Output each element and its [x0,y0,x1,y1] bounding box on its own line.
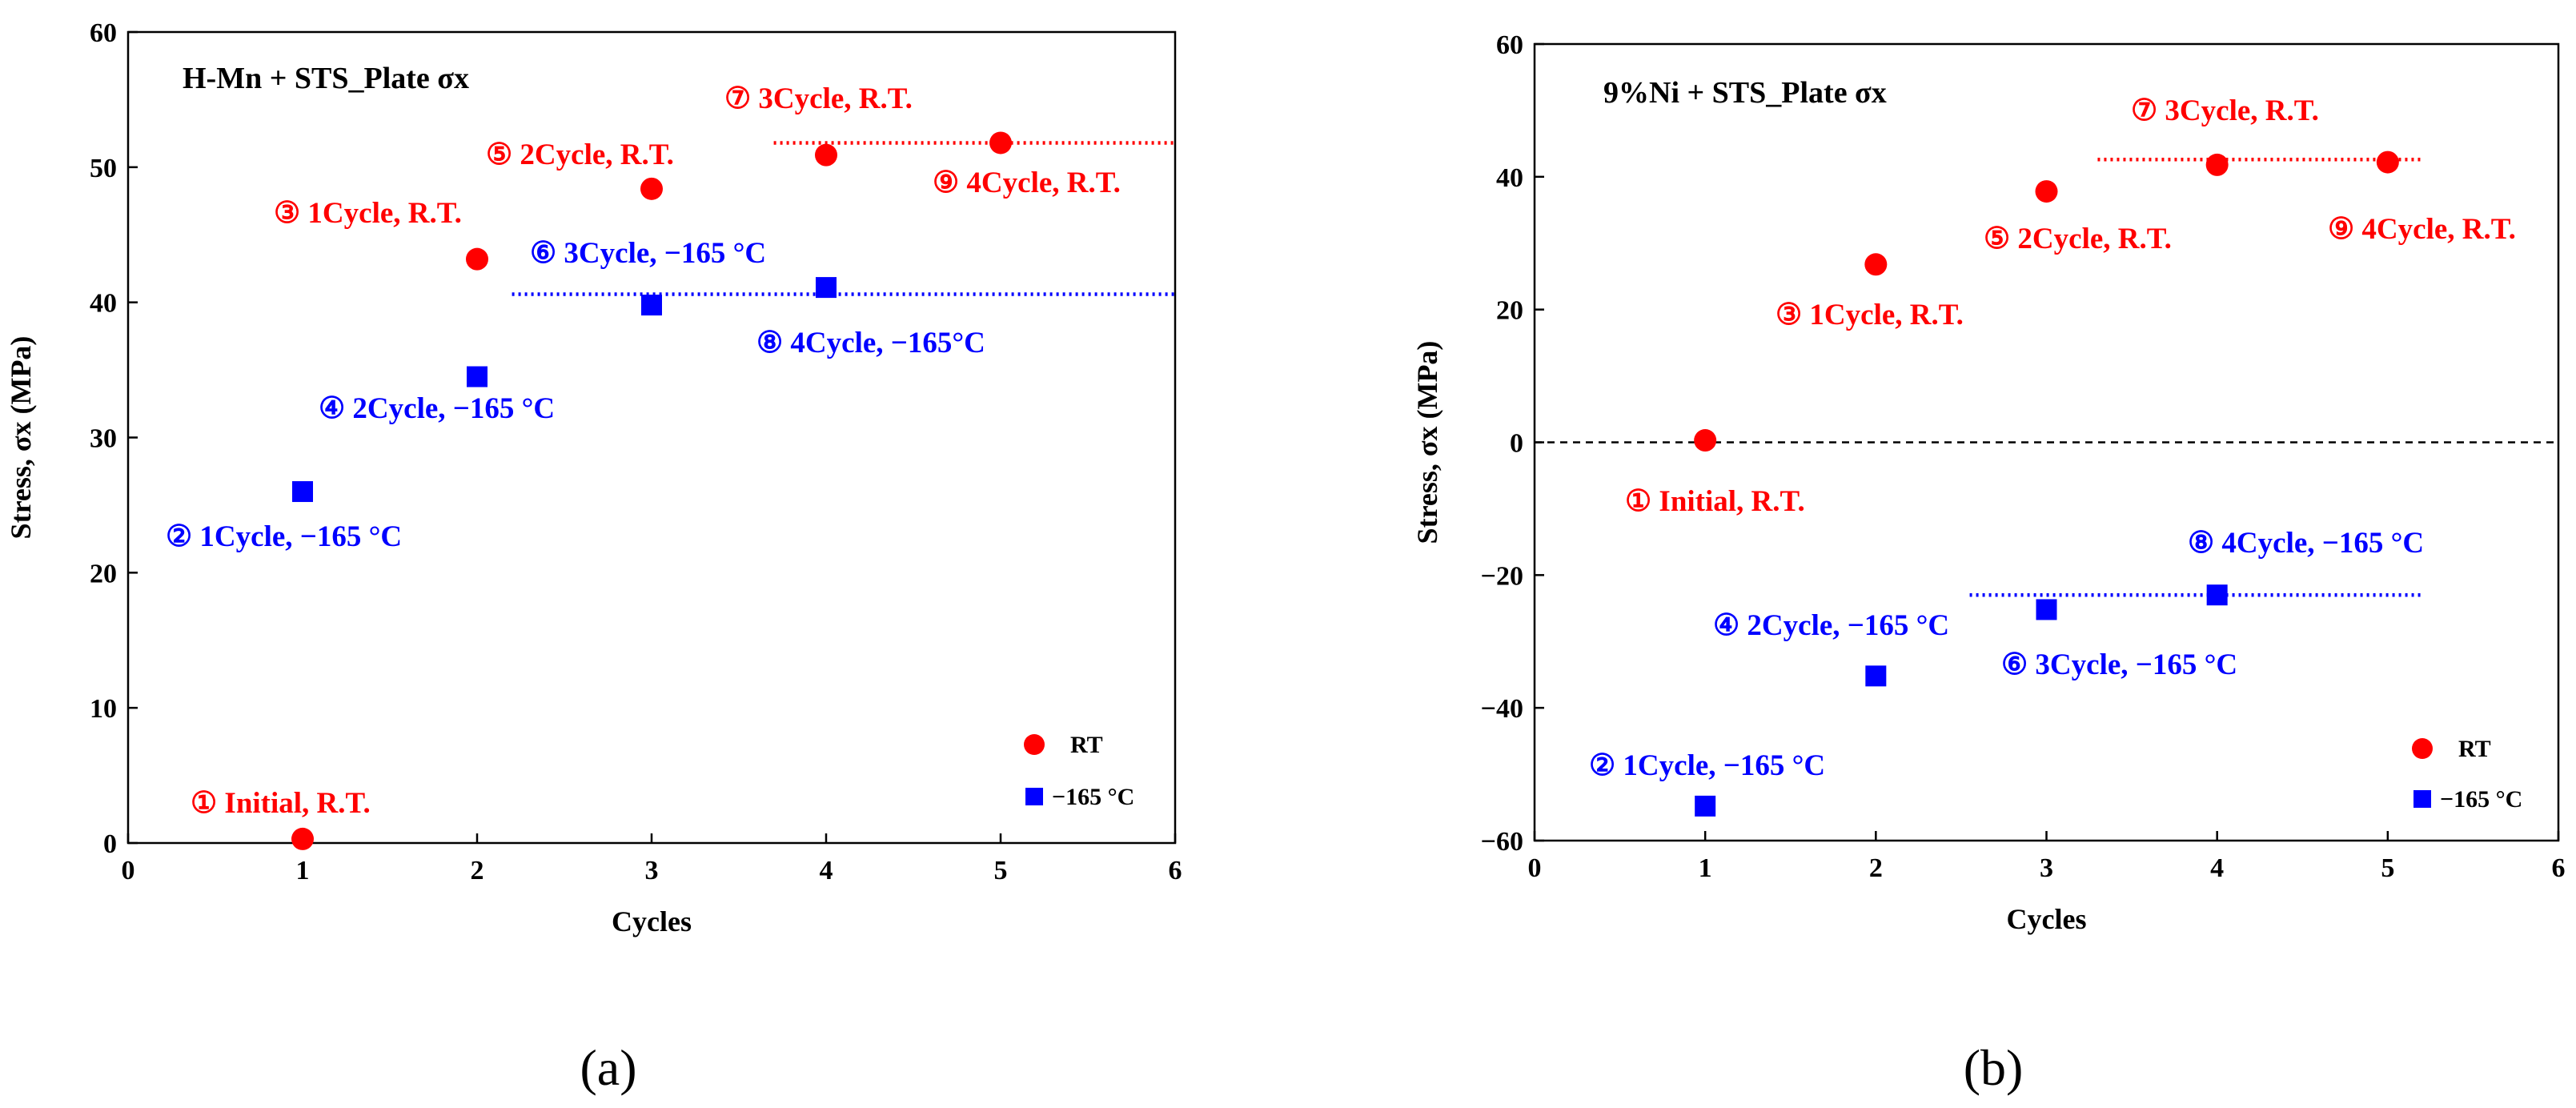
y-tick-label: 20 [90,559,117,588]
rt-annotation: ① Initial, R.T. [191,787,371,820]
rt-annotation: ③ 1Cycle, R.T. [274,197,462,230]
cryo-annotation: ④ 2Cycle, −165 °C [1713,609,1949,642]
x-tick-label: 3 [2040,853,2053,883]
cryo-annotation: ④ 2Cycle, −165 °C [319,392,555,425]
legend-cryo-label: −165 °C [1052,784,1134,810]
x-tick-label: 4 [2210,853,2224,883]
cryo-point [467,366,488,387]
rt-annotation: ⑦ 3Cycle, R.T. [2131,94,2319,127]
y-tick-label: 30 [90,424,117,454]
x-tick-label: 3 [645,856,659,885]
y-tick-label: 60 [1496,30,1523,60]
y-tick-label: 50 [90,154,117,183]
y-tick-label: 0 [1510,429,1523,459]
legend-cryo-marker [1025,788,1043,805]
cryo-annotation: ⑧ 4Cycle, −165 °C [2188,527,2424,560]
y-tick-label: 60 [90,18,117,48]
y-tick-label: −20 [1481,561,1523,591]
rt-point [640,177,663,200]
legend-cryo-label: −165 °C [2440,786,2522,813]
y-tick-label: 20 [1496,296,1523,326]
cryo-annotation: ② 1Cycle, −165 °C [166,520,402,553]
y-tick-label: 0 [103,829,117,859]
rt-annotation: ⑨ 4Cycle, R.T. [933,167,1121,199]
plot-frame [1533,42,2560,842]
x-tick-label: 1 [1699,853,1712,883]
cryo-point [816,277,837,299]
legend-rt-marker [1024,734,1045,755]
x-tick-label: 5 [994,856,1008,885]
rt-point [291,827,314,850]
rt-point [1864,253,1888,276]
cryo-point [2036,599,2057,620]
cryo-annotation: ② 1Cycle, −165 °C [1589,749,1825,782]
cryo-annotation: ⑥ 3Cycle, −165 °C [2001,648,2237,681]
rt-point [2205,153,2229,176]
chart-title: 9%Ni + STS_Plate σx [1603,76,1887,110]
rt-annotation: ① Initial, R.T. [1625,485,1805,518]
rt-point [1694,429,1717,452]
rt-annotation: ⑨ 4Cycle, R.T. [2328,213,2516,246]
chart-title: H-Mn + STS_Plate σx [183,62,469,95]
rt-point [815,143,837,167]
legend-cryo-marker [2413,790,2431,808]
panel-caption: (b) [1964,1039,2024,1096]
y-tick-label: 40 [1496,163,1523,193]
rt-annotation: ③ 1Cycle, R.T. [1776,299,1964,331]
x-tick-label: 5 [2381,853,2394,883]
panel-b: 0 1 2 3 4 5 6 −60 −40 −20 0 20 40 60 Cycles Stress, σx … [1411,30,2566,1096]
x-tick-label: 6 [1169,856,1182,885]
rt-point [2376,151,2399,174]
cryo-annotation: ⑧ 4Cycle, −165°C [756,327,985,359]
rt-annotation: ⑤ 2Cycle, R.T. [1984,223,2172,255]
rt-point [466,247,488,271]
y-axis-label: Stress, σx (MPa) [1411,341,1443,544]
x-axis-label: Cycles [612,905,692,937]
cryo-annotation: ⑥ 3Cycle, −165 °C [530,237,766,270]
cryo-point [292,481,313,503]
cryo-point [2206,584,2228,606]
y-tick-label: −60 [1481,827,1523,857]
x-tick-label: 0 [1528,853,1542,883]
x-tick-label: 4 [820,856,833,885]
cryo-point [641,295,662,316]
rt-point [2035,180,2058,203]
x-tick-label: 1 [296,856,310,885]
y-tick-label: −40 [1481,694,1523,724]
cryo-point [1695,795,1716,817]
rt-annotation: ⑦ 3Cycle, R.T. [724,82,913,115]
y-axis-label: Stress, σx (MPa) [5,336,37,540]
legend-rt-label: RT [1070,732,1103,758]
x-tick-label: 0 [122,856,135,885]
x-tick-label: 6 [2552,853,2566,883]
legend-rt-label: RT [2458,736,2491,762]
rt-annotation: ⑤ 2Cycle, R.T. [486,138,674,171]
x-tick-label: 2 [1869,853,1883,883]
y-tick-label: 10 [90,694,117,724]
legend-rt-marker [2412,738,2433,759]
x-tick-label: 2 [471,856,484,885]
x-axis-label: Cycles [2007,903,2087,935]
y-tick-label: 40 [90,289,117,319]
cryo-point [1865,665,1887,687]
panel-caption: (a) [580,1039,636,1096]
rt-point [989,131,1012,155]
